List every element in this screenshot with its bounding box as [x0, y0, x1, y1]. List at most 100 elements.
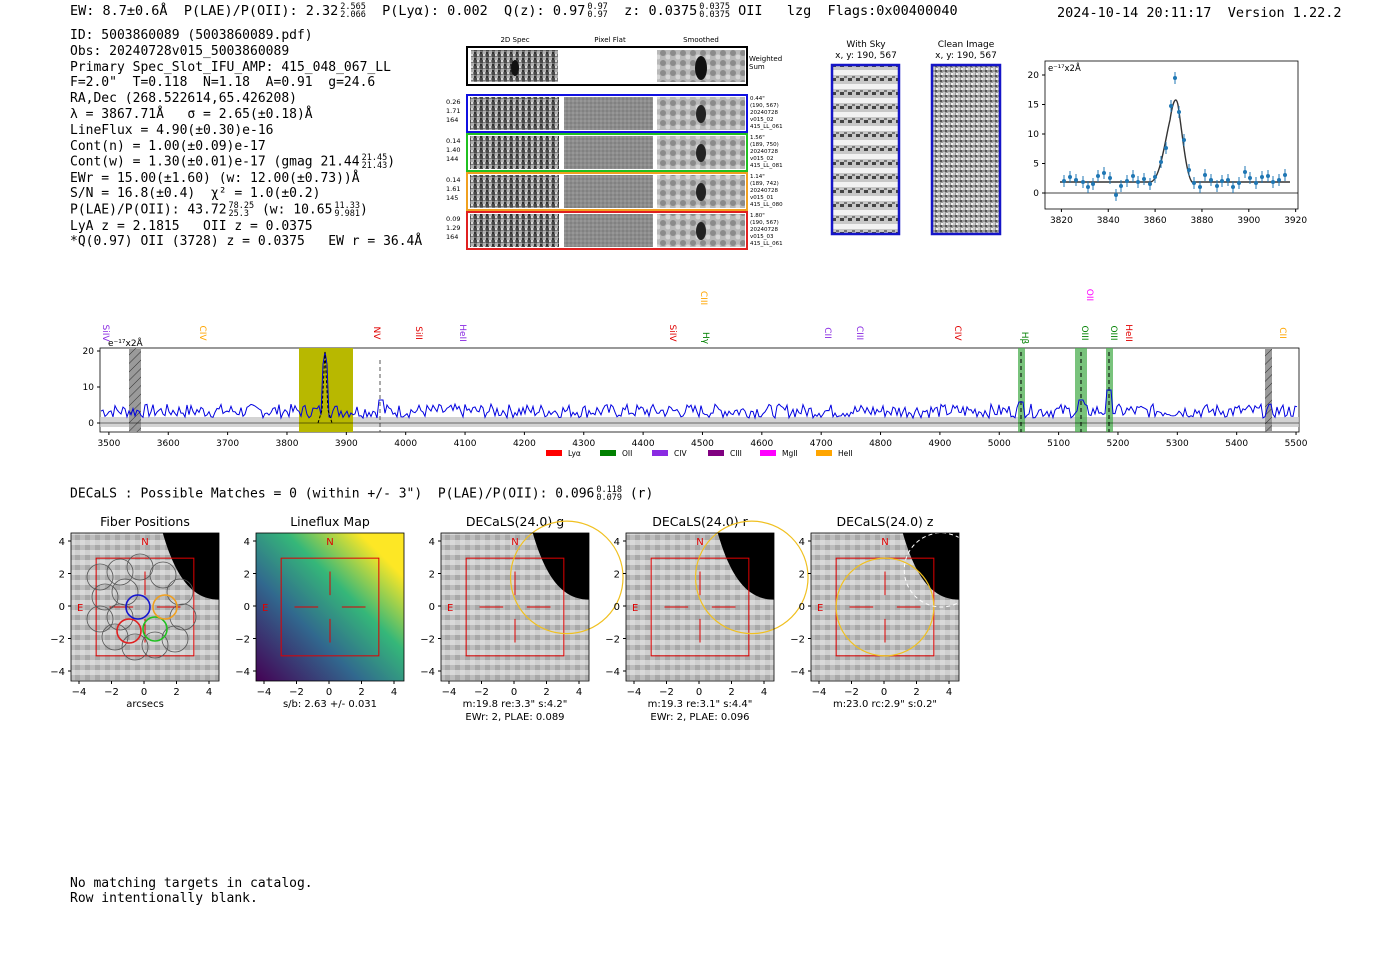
info-id: ID: 5003860089 (5003860089.pdf) [70, 28, 313, 43]
decals-ytick-label: 0 [59, 602, 65, 613]
spectrum-xtick-label: 4200 [513, 439, 536, 449]
decals-panel-title: DECaLS(24.0) r [652, 514, 748, 529]
cutout-value: 0.09 [446, 215, 460, 223]
zoom-data-point [1209, 178, 1213, 182]
spectrum-ytick-label: 20 [83, 347, 95, 357]
legend-swatch [708, 450, 724, 456]
galaxy-ellipse [509, 520, 624, 635]
legend-label: MgII [782, 449, 798, 458]
catalog-note-line1: No matching targets in catalog. [70, 876, 313, 891]
decals-panel: DECaLS(24.0) z N E 4 2 0 −2 −4 −4 −2 0 2 4 m:23.0 rc:… [790, 514, 979, 710]
cutout-meta: v015_02 [750, 117, 774, 123]
clean-image-title: Clean Image [938, 40, 995, 50]
cutout-2d [470, 136, 559, 169]
legend-label: OII [622, 449, 632, 458]
info-plae: P(LAE)/P(OII): 43.72 78.25 25.3 (w: 10.65 1… [70, 201, 368, 220]
decals-ytick-label: 2 [614, 570, 620, 581]
decals-ytick-label: 4 [244, 537, 250, 548]
north-label: N [511, 537, 518, 548]
zoom-data-point [1169, 104, 1173, 108]
col-smooth-label: Smoothed [683, 36, 719, 44]
decals-ytick-label: −2 [605, 635, 620, 646]
col-2d-label: 2D Spec [500, 36, 529, 44]
cutout-2d [470, 97, 559, 130]
decals-ytick-label: 2 [59, 570, 65, 581]
zoom-data-point [1086, 185, 1090, 189]
cutout-flat [564, 97, 653, 130]
bad-region-red [1265, 348, 1272, 432]
catalog-note: No matching targets in catalog. Row inten… [70, 876, 313, 906]
zoom-xtick-label: 3920 [1284, 216, 1307, 226]
zoom-data-point [1177, 110, 1181, 114]
cutout-meta: 1.80" [750, 213, 765, 219]
cutout-value: 145 [446, 194, 458, 202]
info-lya: LyA z = 2.1815 OII z = 0.0375 [70, 218, 313, 234]
decals-xtick-label: −4 [442, 687, 457, 698]
zoom-data-point [1220, 179, 1224, 183]
lineflux-map [256, 533, 404, 681]
zoom-data-point [1283, 173, 1287, 177]
spectrum-xtick-label: 4600 [750, 439, 773, 449]
decals-xtick-label: −2 [289, 687, 304, 698]
decals-panel: Lineflux Map N E 4 2 0 −2 −4 −4 −2 0 2 4 s/b: 2.63 +/… [235, 514, 405, 710]
zoom-plot-frame [1044, 60, 1299, 210]
info-fwhm: F=2.0" T=0.118 N=1.18 A=0.91 g=24.6 [70, 75, 376, 91]
decals-xtick-label: 0 [511, 687, 517, 698]
weighted-label: Weighted [749, 55, 782, 63]
decals-ytick-label: −4 [790, 667, 805, 678]
legend-swatch [652, 450, 668, 456]
zoom-data-point [1231, 185, 1235, 189]
zoom-data-point [1074, 178, 1078, 182]
spectral-line-label: SiIV [100, 324, 110, 342]
info-lambda: λ = 3867.71Å σ = 2.65(±0.18)Å [70, 106, 313, 122]
spectrum-frame [99, 347, 1300, 433]
timestamp: 2024-10-14 20:11:17 [1057, 5, 1212, 21]
spectrum-xtick-label: 4500 [691, 439, 714, 449]
legend-swatch [760, 450, 776, 456]
cutout-flat [564, 175, 653, 208]
spectrum-xtick-label: 5300 [1166, 439, 1189, 449]
cutout-value: 1.40 [446, 146, 460, 154]
decals-caption: s/b: 2.63 +/- 0.031 [283, 699, 377, 710]
zoom-ytick-label: 5 [1033, 160, 1039, 170]
zoom-yticks: 0 5 10 15 20 [1028, 71, 1045, 199]
decals-caption: m:23.0 rc:2.9" s:0.2" [833, 699, 937, 710]
spectral-line-label: OII [1084, 289, 1094, 301]
decals-panel-title: Fiber Positions [100, 514, 190, 529]
decals-ytick-label: −2 [790, 635, 805, 646]
zoom-data-point [1164, 146, 1168, 150]
decals-xtick-label: −4 [72, 687, 87, 698]
zoom-plot: e⁻¹⁷x2Å 3820 3840 3860 3880 3900 3920 0 5 10 15 2… [1028, 60, 1307, 226]
spectrum-xtick-label: 3500 [97, 439, 120, 449]
info-obs: Obs: 20240728v015_5003860089 [70, 43, 290, 59]
zoom-data-points [1062, 72, 1287, 201]
cutout-meta: 415_LL_081 [750, 163, 783, 169]
decals-xtick-label: 2 [543, 687, 549, 698]
cutout-meta: v015_03 [750, 234, 774, 240]
version: Version 1.22.2 [1227, 5, 1342, 21]
cutout-value: 0.14 [446, 137, 460, 145]
spectrum-fit [317, 351, 333, 424]
decals-ytick-label: 4 [799, 537, 805, 548]
decals-panel-title: DECaLS(24.0) z [837, 514, 934, 529]
decals-panel-title: DECaLS(24.0) g [466, 514, 564, 529]
plya-value: P(Lyα): 0.002 [382, 3, 488, 19]
zoom-data-point [1114, 193, 1118, 197]
zoom-data-point [1062, 179, 1066, 183]
cutout-value: 1.61 [446, 185, 460, 193]
zoom-data-point [1226, 178, 1230, 182]
summary-line: EW: 8.7±0.6Å P(LAE)/P(OII): 2.32 2.565 2.0… [70, 3, 958, 20]
col-flat-label: Pixel Flat [594, 36, 626, 44]
cutout-meta: 415_LL_061 [750, 124, 783, 130]
cutout-meta: 1.56" [750, 135, 765, 141]
legend-swatch [600, 450, 616, 456]
decals-xtick-label: 4 [391, 687, 397, 698]
galaxy-ellipse [835, 557, 935, 657]
zoom-ytick-label: 0 [1033, 189, 1039, 199]
zoom-data-point [1260, 175, 1264, 179]
spectrum-xtick-label: 5400 [1225, 439, 1248, 449]
decals-ytick-label: −2 [235, 635, 250, 646]
zoom-xtick-label: 3840 [1097, 216, 1120, 226]
